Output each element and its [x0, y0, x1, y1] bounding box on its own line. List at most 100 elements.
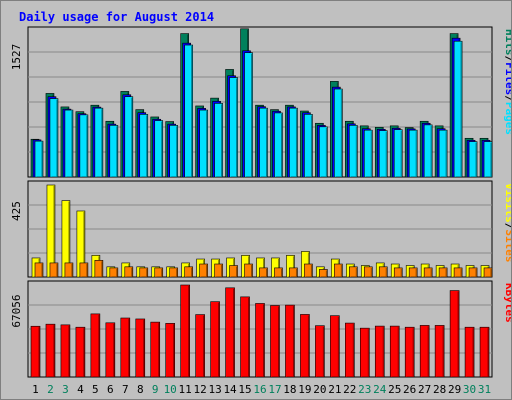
- bar-sites-day-9: [154, 267, 164, 278]
- bar-pages-day-17: [274, 112, 283, 178]
- bar-pages-day-30-fill: [468, 141, 478, 178]
- day-labels: 1 2 3 4 5 6 7 8 9 10 11 12 13 14 15 16 17 18 19 20 21 22 23 24 2…: [32, 383, 491, 396]
- bar-kbytes-day-18: [285, 304, 295, 378]
- bar-kbytes-day-6: [105, 322, 116, 378]
- bar-sites-day-19-fill: [304, 263, 313, 278]
- bar-pages-day-12: [199, 109, 208, 178]
- bar-kbytes-day-25: [389, 325, 400, 378]
- bar-pages-day-5-fill: [94, 107, 104, 178]
- day-label-12: 12: [194, 383, 207, 396]
- chart-panels: 1527Hits/Files/Pages425Visits/Sites67056…: [10, 26, 511, 378]
- bar-pages-day-28: [438, 129, 448, 178]
- bar-sites-day-17: [274, 267, 283, 278]
- bar-kbytes-day-23-fill: [359, 327, 370, 378]
- bar-pages-day-31: [483, 141, 493, 178]
- bar-kbytes-day-6-fill: [105, 322, 116, 378]
- bar-kbytes-day-22: [345, 322, 355, 378]
- day-label-14: 14: [223, 383, 237, 396]
- bar-pages-day-2-fill: [49, 98, 59, 178]
- bar-sites-day-27-fill: [423, 267, 433, 278]
- bar-pages-day-27: [423, 124, 433, 178]
- day-label-4: 4: [77, 383, 84, 396]
- bar-sites-day-29: [453, 267, 463, 278]
- day-label-25: 25: [388, 383, 401, 396]
- bar-sites-day-16-fill: [259, 267, 268, 278]
- day-label-21: 21: [328, 383, 341, 396]
- bar-pages-day-12-fill: [199, 109, 208, 178]
- bar-sites-day-1-fill: [34, 262, 44, 278]
- bar-kbytes-day-27-fill: [419, 325, 430, 378]
- bar-sites-day-7: [124, 266, 134, 278]
- bar-pages-day-14: [229, 77, 238, 178]
- bar-pages-day-4-fill: [79, 114, 89, 178]
- bar-sites-day-7-fill: [124, 266, 134, 278]
- bar-kbytes-day-15: [240, 296, 250, 378]
- bar-pages-day-7: [124, 96, 134, 178]
- bar-sites-day-18-fill: [289, 267, 298, 278]
- bar-sites-day-26: [408, 267, 418, 278]
- bar-kbytes-day-10: [165, 323, 176, 378]
- bar-sites-day-22: [349, 266, 358, 278]
- bar-pages-day-26-fill: [408, 129, 418, 178]
- day-label-10: 10: [164, 383, 177, 396]
- bar-sites-day-8-fill: [139, 267, 149, 278]
- bar-sites-day-10-fill: [169, 267, 179, 278]
- bar-sites-day-12-fill: [199, 263, 208, 278]
- bar-kbytes-day-26-fill: [404, 326, 415, 378]
- bar-pages-day-23: [363, 129, 373, 178]
- day-label-18: 18: [283, 383, 296, 396]
- bar-pages-day-8-fill: [139, 114, 149, 178]
- bar-kbytes-day-19-fill: [300, 314, 310, 378]
- bar-sites-day-9-fill: [154, 267, 164, 278]
- bar-kbytes-day-25-fill: [389, 325, 400, 378]
- bar-sites-day-30-fill: [468, 267, 478, 278]
- bar-kbytes-day-16: [255, 303, 265, 378]
- legend-item: KBytes: [503, 283, 511, 323]
- bar-sites-day-20-fill: [319, 269, 328, 278]
- bar-pages-day-16: [259, 107, 268, 178]
- bar-pages-day-29-fill: [453, 40, 463, 178]
- day-label-13: 13: [208, 383, 221, 396]
- bar-pages-day-15-fill: [244, 52, 253, 178]
- bar-pages-day-17-fill: [274, 112, 283, 178]
- bar-sites-day-10: [169, 267, 179, 278]
- bar-sites-day-20: [319, 269, 328, 278]
- bar-sites-day-25-fill: [393, 267, 403, 278]
- bar-sites-day-18: [289, 267, 298, 278]
- bar-sites-day-5: [94, 260, 104, 278]
- axis-max-label-middle: 425: [10, 201, 23, 221]
- bar-kbytes-day-13-fill: [210, 301, 220, 378]
- day-label-20: 20: [313, 383, 326, 396]
- day-label-1: 1: [32, 383, 39, 396]
- legend-item: Hits: [503, 29, 511, 56]
- legend-item: Sites: [503, 229, 511, 262]
- bar-sites-day-13-fill: [214, 263, 223, 278]
- bar-sites-day-24-fill: [378, 266, 388, 278]
- bar-kbytes-day-19: [300, 314, 310, 378]
- bar-sites-day-28-fill: [438, 267, 448, 278]
- bar-pages-day-14-fill: [229, 77, 238, 178]
- bar-kbytes-day-2-fill: [45, 323, 56, 378]
- day-label-29: 29: [448, 383, 461, 396]
- bar-sites-day-31-fill: [483, 267, 493, 278]
- bar-pages-day-3-fill: [64, 109, 74, 178]
- bar-pages-day-25-fill: [393, 129, 403, 178]
- bar-pages-day-1-fill: [34, 140, 44, 178]
- bar-sites-day-4: [79, 262, 89, 278]
- bar-kbytes-day-27: [419, 325, 430, 378]
- bar-pages-day-21-fill: [334, 88, 343, 178]
- bar-pages-day-1: [34, 140, 44, 178]
- bar-sites-day-27: [423, 267, 433, 278]
- bar-sites-day-28: [438, 267, 448, 278]
- day-label-26: 26: [403, 383, 416, 396]
- day-label-23: 23: [358, 383, 371, 396]
- bar-pages-day-2: [49, 98, 59, 178]
- legend-item: /: [503, 95, 511, 102]
- bar-sites-day-6-fill: [109, 267, 119, 278]
- bar-pages-day-10-fill: [169, 125, 179, 178]
- bar-sites-day-6: [109, 267, 119, 278]
- bar-sites-day-23-fill: [363, 266, 373, 278]
- bar-sites-day-14-fill: [229, 265, 238, 278]
- legend-middle: Visits/Sites: [503, 183, 511, 263]
- bar-pages-day-11-fill: [184, 44, 193, 178]
